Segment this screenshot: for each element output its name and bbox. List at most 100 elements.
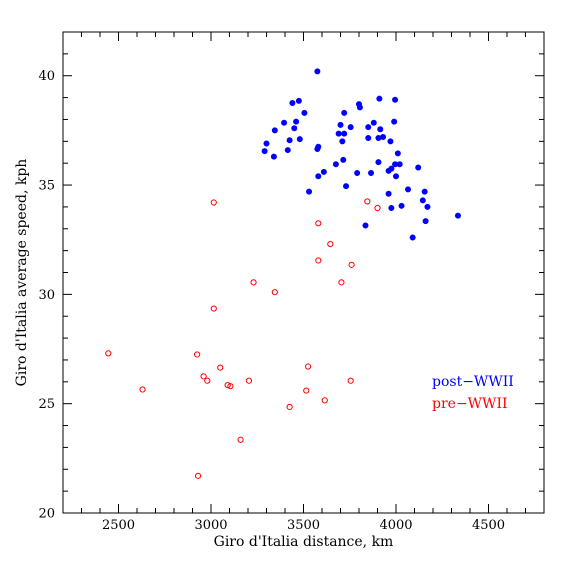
pre-wwii-point: [227, 383, 234, 390]
post-wwii-point: [340, 156, 347, 163]
y-axis-label: Giro d'Italia average speed, kph: [14, 159, 30, 387]
legend-entry: pre−WWII: [432, 396, 508, 412]
post-wwii-point: [392, 96, 399, 103]
pre-wwii-point: [217, 364, 224, 371]
x-tick-label: 3000: [194, 518, 227, 533]
post-wwii-point: [419, 197, 426, 204]
x-tick-label: 4500: [472, 518, 505, 533]
post-wwii-point: [343, 183, 350, 190]
post-wwii-point: [388, 205, 395, 212]
post-wwii-point: [365, 124, 372, 131]
points-layer: [105, 68, 461, 479]
post-wwii-point: [320, 168, 327, 175]
post-wwii-point: [368, 170, 375, 177]
post-wwii-point: [424, 203, 431, 210]
post-wwii-point: [335, 130, 342, 137]
post-wwii-point: [295, 97, 302, 104]
post-wwii-point: [375, 159, 382, 166]
post-wwii-point: [337, 121, 344, 128]
x-axis-label: Giro d'Italia distance, km: [214, 534, 394, 550]
x-tick-label: 2500: [102, 518, 135, 533]
post-wwii-point: [376, 95, 383, 102]
pre-wwii-point: [315, 220, 322, 227]
post-wwii-point: [263, 140, 270, 147]
pre-wwii-point: [303, 387, 310, 394]
post-wwii-point: [388, 165, 395, 172]
post-wwii-point: [341, 109, 348, 116]
post-wwii-point: [422, 218, 429, 225]
x-tick-label: 3500: [287, 518, 320, 533]
plot-frame: [62, 31, 545, 514]
pre-wwii-point: [194, 351, 201, 358]
pre-wwii-point: [210, 305, 217, 312]
post-wwii-point: [293, 118, 300, 125]
post-wwii-point: [289, 100, 296, 107]
post-wwii-point: [356, 104, 363, 111]
post-wwii-point: [394, 150, 401, 157]
pre-wwii-point: [245, 377, 253, 384]
pre-wwii-point: [305, 363, 312, 370]
post-wwii-point: [409, 234, 416, 241]
pre-wwii-point: [210, 199, 217, 206]
pre-wwii-point: [200, 373, 207, 380]
post-wwii-point: [296, 136, 303, 143]
post-wwii-point: [261, 148, 268, 155]
pre-wwii-point: [347, 377, 354, 384]
pre-wwii-point: [338, 279, 345, 286]
post-wwii-point: [370, 119, 377, 126]
legend-entry: post−WWII: [432, 374, 514, 390]
pre-wwii-point: [286, 403, 293, 411]
post-wwii-point: [387, 138, 394, 145]
post-wwii-point: [339, 138, 346, 145]
pre-wwii-point: [194, 472, 202, 479]
post-wwii-point: [396, 161, 403, 168]
post-wwii-point: [398, 202, 405, 209]
post-wwii-point: [405, 186, 412, 193]
post-wwii-point: [270, 153, 277, 160]
post-wwii-point: [284, 147, 291, 154]
y-tick-label: 30: [38, 288, 55, 303]
pre-wwii-point: [237, 436, 244, 443]
ticks-layer: 2500 3000 3500 4000 4500 20 25 30 35 40: [38, 31, 545, 533]
post-wwii-point: [281, 119, 288, 126]
post-wwii-point: [392, 173, 399, 180]
legend: post−WWII pre−WWII: [432, 374, 514, 412]
post-wwii-point: [271, 127, 278, 134]
post-wwii-point: [314, 68, 321, 75]
post-wwii-point: [385, 190, 392, 197]
post-wwii-point: [291, 125, 298, 132]
pre-wwii-point: [315, 257, 322, 264]
y-tick-label: 25: [38, 397, 55, 412]
pre-wwii-point: [105, 350, 112, 357]
pre-wwii-point: [327, 240, 334, 248]
post-wwii-point: [341, 130, 348, 137]
post-wwii-point: [332, 161, 339, 168]
post-wwii-point: [354, 170, 361, 177]
y-tick-label: 20: [38, 507, 55, 522]
post-wwii-point: [315, 143, 322, 150]
pre-wwii-point: [204, 377, 211, 384]
post-wwii-point: [391, 118, 398, 125]
post-wwii-point: [365, 135, 372, 142]
post-wwii-point: [347, 124, 354, 131]
post-wwii-point: [286, 137, 293, 144]
pre-wwii-point: [348, 261, 355, 268]
post-wwii-point: [315, 173, 322, 180]
pre-wwii-point: [224, 381, 231, 389]
post-wwii-point: [415, 164, 422, 171]
post-wwii-point: [421, 188, 428, 195]
post-wwii-point: [454, 212, 461, 219]
post-wwii-point: [301, 109, 308, 116]
y-tick-label: 40: [38, 69, 55, 84]
post-wwii-point: [377, 126, 384, 133]
x-tick-label: 4000: [379, 518, 412, 533]
post-wwii-point: [380, 133, 387, 140]
post-wwii-point: [306, 188, 313, 195]
pre-wwii-point: [364, 198, 371, 205]
y-tick-label: 35: [38, 179, 55, 194]
pre-wwii-point: [250, 279, 257, 286]
pre-wwii-point: [139, 386, 146, 393]
pre-wwii-point: [374, 204, 381, 212]
